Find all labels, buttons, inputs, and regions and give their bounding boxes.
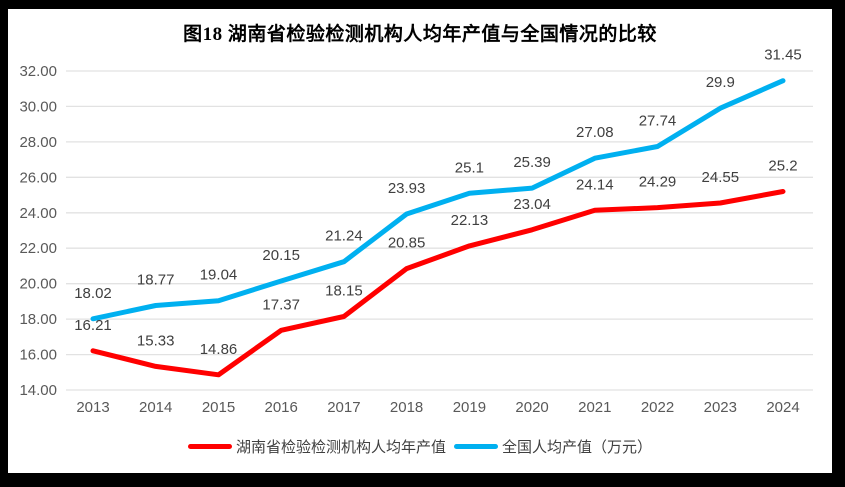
hunan-data-label: 18.15 [325, 283, 363, 300]
national-data-label: 23.93 [388, 180, 426, 197]
y-tick-label: 30.00 [19, 98, 57, 115]
national-data-label: 31.45 [764, 47, 802, 64]
y-tick-label: 16.00 [19, 347, 57, 364]
national-data-label: 18.02 [74, 285, 112, 302]
hunan-data-label: 25.2 [768, 158, 797, 175]
x-tick-label: 2017 [327, 399, 360, 416]
x-tick-label: 2015 [202, 399, 235, 416]
national-data-label: 19.04 [200, 267, 238, 284]
hunan-data-label: 22.13 [451, 212, 489, 229]
legend-item-hunan: 湖南省检验检测机构人均年产值 [187, 436, 446, 457]
national-series-line [90, 78, 786, 322]
x-tick-label: 2014 [139, 399, 172, 416]
national-data-label: 25.1 [455, 159, 484, 176]
national-data-label: 21.24 [325, 228, 363, 245]
x-tick-label: 2018 [390, 399, 423, 416]
chart-legend: 湖南省检验检测机构人均年产值 全国人均产值（万元） [8, 436, 832, 457]
x-tick-label: 2023 [704, 399, 737, 416]
hunan-series-line [90, 189, 786, 378]
x-tick-label: 2016 [265, 399, 298, 416]
hunan-data-label: 17.37 [262, 296, 300, 313]
y-tick-label: 32.00 [19, 63, 57, 80]
hunan-data-label: 16.21 [74, 317, 112, 334]
x-tick-label: 2020 [515, 399, 548, 416]
y-tick-label: 18.00 [19, 311, 57, 328]
hunan-data-label: 24.55 [702, 169, 740, 186]
y-tick-label: 24.00 [19, 205, 57, 222]
national-series-legend-label: 全国人均产值（万元） [502, 439, 653, 456]
chart-title: 图18 湖南省检验检测机构人均年产值与全国情况的比较 [183, 24, 657, 45]
x-tick-label: 2024 [766, 399, 799, 416]
line-chart: 32.00 30.00 28.00 26.00 24.00 22.00 20.00 18.00… [19, 47, 813, 416]
hunan-data-label: 14.86 [200, 341, 238, 358]
national-data-label: 27.74 [639, 113, 677, 130]
hunan-data-label: 15.33 [137, 332, 175, 349]
national-data-label: 20.15 [262, 247, 300, 264]
national-data-label: 29.9 [706, 74, 735, 91]
y-tick-label: 28.00 [19, 134, 57, 151]
hunan-series-line-icon [187, 444, 232, 449]
y-tick-label: 20.00 [19, 276, 57, 293]
national-data-label: 25.39 [513, 154, 551, 171]
legend-item-national: 全国人均产值（万元） [454, 436, 652, 457]
y-tick-label: 14.00 [19, 382, 57, 399]
y-tick-label: 26.00 [19, 169, 57, 186]
national-data-label: 27.08 [576, 124, 614, 141]
hunan-data-label: 20.85 [388, 235, 426, 252]
x-tick-label: 2021 [578, 399, 611, 416]
x-tick-label: 2013 [76, 399, 109, 416]
hunan-data-label: 24.29 [639, 174, 677, 191]
hunan-series-legend-label: 湖南省检验检测机构人均年产值 [235, 439, 446, 456]
national-series-line-icon [454, 444, 498, 449]
national-data-label: 18.77 [137, 272, 175, 289]
x-tick-label: 2022 [641, 399, 674, 416]
chart-page: 图18 湖南省检验检测机构人均年产值与全国情况的比较 32.00 30.00 28.… [8, 9, 832, 473]
y-tick-label: 22.00 [19, 240, 57, 257]
hunan-data-label: 24.14 [576, 176, 614, 193]
x-tick-label: 2019 [453, 399, 486, 416]
hunan-data-label: 23.04 [513, 196, 551, 213]
